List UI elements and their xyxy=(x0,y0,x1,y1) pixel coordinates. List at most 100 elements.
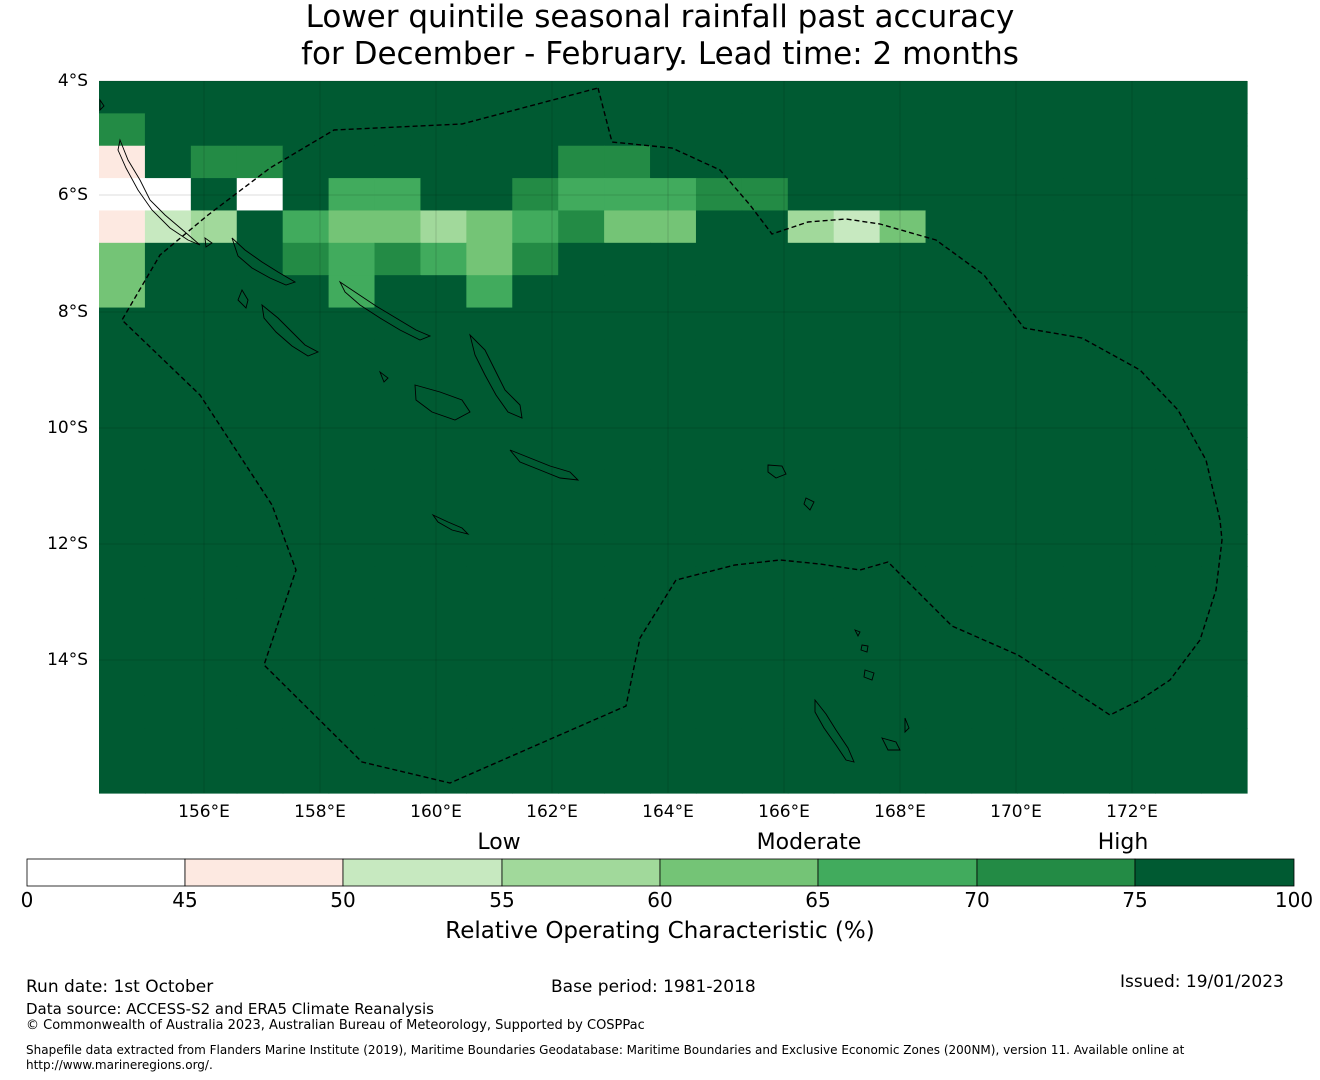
map-cell xyxy=(328,663,376,697)
map-cell xyxy=(512,437,559,470)
map-cell xyxy=(328,501,376,535)
map-cell xyxy=(1155,695,1202,729)
map-cell xyxy=(925,145,973,179)
map-cell xyxy=(144,404,192,438)
map-cell xyxy=(925,469,973,503)
map-cell xyxy=(695,178,743,212)
map-cell xyxy=(328,372,376,406)
map-cell xyxy=(604,631,651,665)
map-cell xyxy=(512,113,559,147)
map-cell xyxy=(741,275,789,309)
map-cell xyxy=(466,631,513,665)
map-cell xyxy=(144,145,192,179)
map-cell xyxy=(374,339,422,373)
map-cell xyxy=(604,145,651,179)
map-cell xyxy=(466,404,513,438)
map-cell xyxy=(604,404,651,438)
lon-label-156e: 156°E xyxy=(178,802,230,822)
map-cell xyxy=(328,307,376,341)
map-cell xyxy=(604,469,651,503)
lon-label-164e: 164°E xyxy=(642,802,694,822)
map-cell xyxy=(374,501,422,535)
map-cell xyxy=(833,178,881,212)
map-cell xyxy=(328,631,376,665)
map-cell xyxy=(466,760,513,794)
map-cell xyxy=(1063,631,1110,665)
map-cell xyxy=(1155,275,1202,309)
map-cell xyxy=(879,404,927,438)
colorbar-segment xyxy=(184,858,344,887)
map-cell xyxy=(420,566,467,600)
map-cell xyxy=(99,372,146,406)
map-cell xyxy=(971,275,1018,309)
map-cell xyxy=(558,566,605,600)
map-cell xyxy=(236,372,284,406)
map-cell xyxy=(190,178,238,212)
shapefile-url: http://www.marineregions.org/. xyxy=(26,1058,213,1072)
lat-label-6s: 6°S xyxy=(57,185,88,205)
map-cell xyxy=(1017,728,1064,762)
map-cell xyxy=(925,404,973,438)
map-cell xyxy=(1155,728,1202,762)
map-cell xyxy=(512,631,559,665)
map-cell xyxy=(833,469,881,503)
map-cell xyxy=(328,566,376,600)
map-grid-cells xyxy=(99,81,1248,794)
map-cell xyxy=(282,728,330,762)
map-cell xyxy=(1109,760,1156,794)
map-cell xyxy=(971,760,1018,794)
map-cell xyxy=(1063,372,1110,406)
map-cell xyxy=(604,307,651,341)
colorbar-tick: 100 xyxy=(1274,888,1314,912)
map-cell xyxy=(787,242,835,276)
map-cell xyxy=(925,501,973,535)
map-cell xyxy=(741,242,789,276)
base-period: Base period: 1981-2018 xyxy=(551,977,756,997)
lon-label-158e: 158°E xyxy=(294,802,346,822)
map-cell xyxy=(558,437,605,470)
map-cell xyxy=(374,145,422,179)
map-cell xyxy=(558,275,605,309)
map-cell xyxy=(236,695,284,729)
map-cell xyxy=(787,631,835,665)
map-cell xyxy=(787,113,835,147)
map-cell xyxy=(1155,372,1202,406)
map-cell xyxy=(236,663,284,697)
map-cell xyxy=(650,695,697,729)
map-cell xyxy=(833,695,881,729)
map-cell xyxy=(925,437,973,470)
map-cell xyxy=(420,242,467,276)
map-cell xyxy=(466,113,513,147)
map-cell xyxy=(236,178,284,212)
title-line-1: Lower quintile seasonal rainfall past ac… xyxy=(305,0,1015,35)
map-cell xyxy=(604,598,651,632)
map-cell xyxy=(144,372,192,406)
map-cell xyxy=(650,210,697,244)
map-cell xyxy=(695,307,743,341)
map-cell xyxy=(787,501,835,535)
map-cell xyxy=(374,275,422,309)
map-cell xyxy=(971,598,1018,632)
map-cell xyxy=(466,534,513,568)
map-cell xyxy=(971,81,1018,114)
map-cell xyxy=(925,275,973,309)
map-cell xyxy=(236,437,284,470)
map-cell xyxy=(650,242,697,276)
map-cell xyxy=(1109,631,1156,665)
map-cell xyxy=(695,242,743,276)
map-cell xyxy=(282,469,330,503)
map-cell xyxy=(787,145,835,179)
map-cell xyxy=(420,81,467,114)
data-source: Data source: ACCESS-S2 and ERA5 Climate … xyxy=(26,1000,434,1018)
map-cell xyxy=(741,113,789,147)
map-cell xyxy=(1109,695,1156,729)
map-cell xyxy=(1109,113,1156,147)
map-cell xyxy=(971,695,1018,729)
map-cell xyxy=(833,113,881,147)
map-cell xyxy=(1063,534,1110,568)
map-cell xyxy=(1201,760,1248,794)
map-cell xyxy=(971,728,1018,762)
map-cell xyxy=(1201,275,1248,309)
map-cell xyxy=(328,534,376,568)
map-cell xyxy=(741,210,789,244)
